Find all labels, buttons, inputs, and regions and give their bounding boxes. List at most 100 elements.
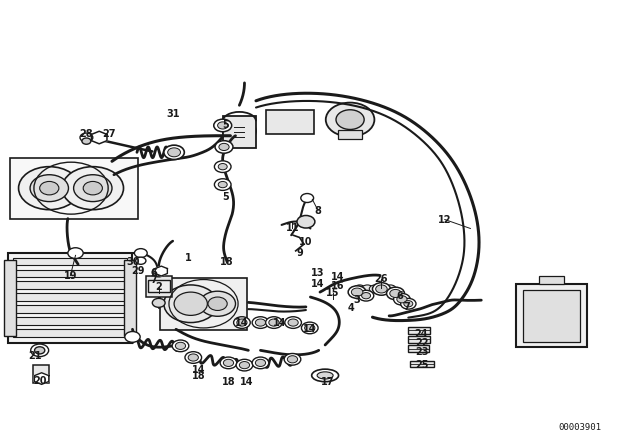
Bar [13,306,127,313]
Circle shape [305,324,315,332]
Text: 17: 17 [321,377,335,387]
Circle shape [220,357,237,369]
Bar [223,116,256,148]
Circle shape [288,319,298,326]
Circle shape [326,103,374,137]
Bar [408,327,430,334]
Circle shape [214,179,231,190]
Circle shape [362,285,373,293]
Circle shape [394,293,410,305]
Text: 19: 19 [63,271,77,280]
Circle shape [252,317,269,328]
Circle shape [390,289,401,297]
Circle shape [397,296,407,303]
Circle shape [218,164,227,170]
Text: 14: 14 [303,324,317,334]
Circle shape [80,133,93,142]
Bar [33,365,49,383]
Polygon shape [155,266,168,276]
Circle shape [336,110,364,129]
Circle shape [223,119,256,142]
Circle shape [252,357,269,369]
Circle shape [19,167,80,210]
Circle shape [285,317,301,328]
Circle shape [348,286,366,298]
Bar [408,345,429,352]
Circle shape [376,285,387,293]
Text: 3: 3 [354,295,360,305]
Ellipse shape [312,369,339,382]
Circle shape [134,249,147,258]
Bar [8,253,132,343]
Circle shape [164,145,184,159]
Circle shape [218,122,228,129]
Text: 9: 9 [296,248,303,258]
Text: 6: 6 [396,291,403,301]
Circle shape [255,359,266,366]
Text: 5: 5 [223,121,229,130]
Circle shape [297,215,315,228]
Text: 28: 28 [79,129,93,139]
Circle shape [234,317,250,328]
Text: 18: 18 [221,377,236,387]
Circle shape [404,301,413,307]
Circle shape [223,359,234,366]
Circle shape [369,285,381,293]
Text: 11: 11 [285,224,300,233]
Bar [516,284,587,347]
Bar [539,276,564,284]
Circle shape [83,181,102,195]
Circle shape [362,293,371,299]
Bar [266,110,314,134]
Text: 14: 14 [239,377,253,387]
Circle shape [174,292,207,315]
Circle shape [168,148,180,157]
Text: 23: 23 [415,347,429,357]
Circle shape [301,194,314,202]
Circle shape [152,298,165,307]
Text: 7: 7 [404,302,410,312]
Bar [13,293,127,301]
Circle shape [266,317,282,328]
Circle shape [136,257,146,264]
Circle shape [74,175,112,202]
Circle shape [188,354,198,361]
Text: 22: 22 [415,338,429,348]
Text: 10: 10 [299,237,313,247]
Circle shape [208,297,227,310]
Text: 31: 31 [166,109,180,119]
Text: 2: 2 [156,282,162,292]
Bar [13,270,127,277]
Circle shape [377,285,388,293]
Circle shape [301,322,318,334]
Circle shape [215,141,233,153]
Polygon shape [92,131,107,144]
Circle shape [172,340,189,352]
Text: 24: 24 [414,329,428,339]
Bar [338,130,362,139]
Bar [410,361,434,367]
Circle shape [125,332,140,342]
Circle shape [218,181,227,188]
Text: 18: 18 [220,257,234,267]
Text: 20: 20 [33,376,47,386]
Text: 30: 30 [126,257,140,267]
Circle shape [351,288,363,296]
Circle shape [152,268,165,277]
Circle shape [164,285,218,323]
Circle shape [237,319,247,326]
Text: 21: 21 [28,351,42,361]
Text: 00003901: 00003901 [559,423,602,432]
Bar [13,281,127,289]
Text: 6: 6 [150,268,157,278]
Bar [124,260,136,336]
Text: 27: 27 [102,129,116,139]
Bar [13,258,127,265]
Text: 26: 26 [374,274,388,284]
Text: 1: 1 [186,253,192,263]
Text: 14: 14 [235,318,249,327]
Text: 14: 14 [191,365,205,375]
Circle shape [40,181,59,195]
Circle shape [387,287,404,300]
Circle shape [219,143,229,151]
